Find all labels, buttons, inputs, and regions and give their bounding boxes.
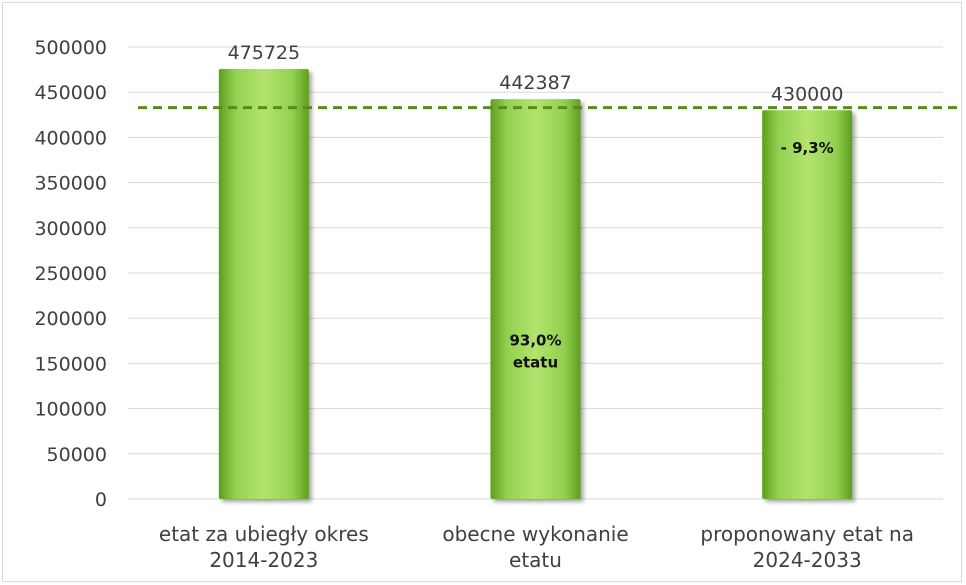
y-tick-label: 0 [95,489,107,511]
y-axis-ticks: 0 50000 100000 150000 200000 250000 300000 3500… [34,37,107,511]
data-label: 430000 [771,83,844,105]
y-tick-label: 400000 [34,127,107,149]
bar [218,68,309,499]
y-tick-label: 250000 [34,263,107,285]
bar-annotation: 93,0% [509,331,561,349]
y-tick-label: 100000 [34,399,107,421]
bars [218,68,853,499]
x-tick-label: etatu [509,548,562,572]
y-tick-label: 300000 [34,218,107,240]
x-tick-label: obecne wykonanie [442,522,628,546]
x-tick-label: etat za ubiegły okres [159,522,369,546]
data-label: 475725 [228,42,301,64]
bar-annotation: etatu [513,353,558,371]
x-tick-label: 2014-2023 [209,548,318,572]
data-label: 442387 [499,72,572,94]
y-tick-label: 500000 [34,37,107,59]
x-tick-label: proponowany etat na [700,522,914,546]
bar-chart: 0 50000 100000 150000 200000 250000 300000 3500… [34,37,958,572]
y-tick-label: 200000 [34,308,107,330]
bar-annotation: - 9,3% [781,139,834,157]
y-tick-label: 450000 [34,82,107,104]
bar [490,99,581,499]
bar [762,110,853,499]
y-tick-label: 350000 [34,173,107,195]
x-tick-label: 2024-2033 [753,548,862,572]
y-tick-label: 50000 [47,444,107,466]
y-tick-label: 150000 [34,353,107,375]
